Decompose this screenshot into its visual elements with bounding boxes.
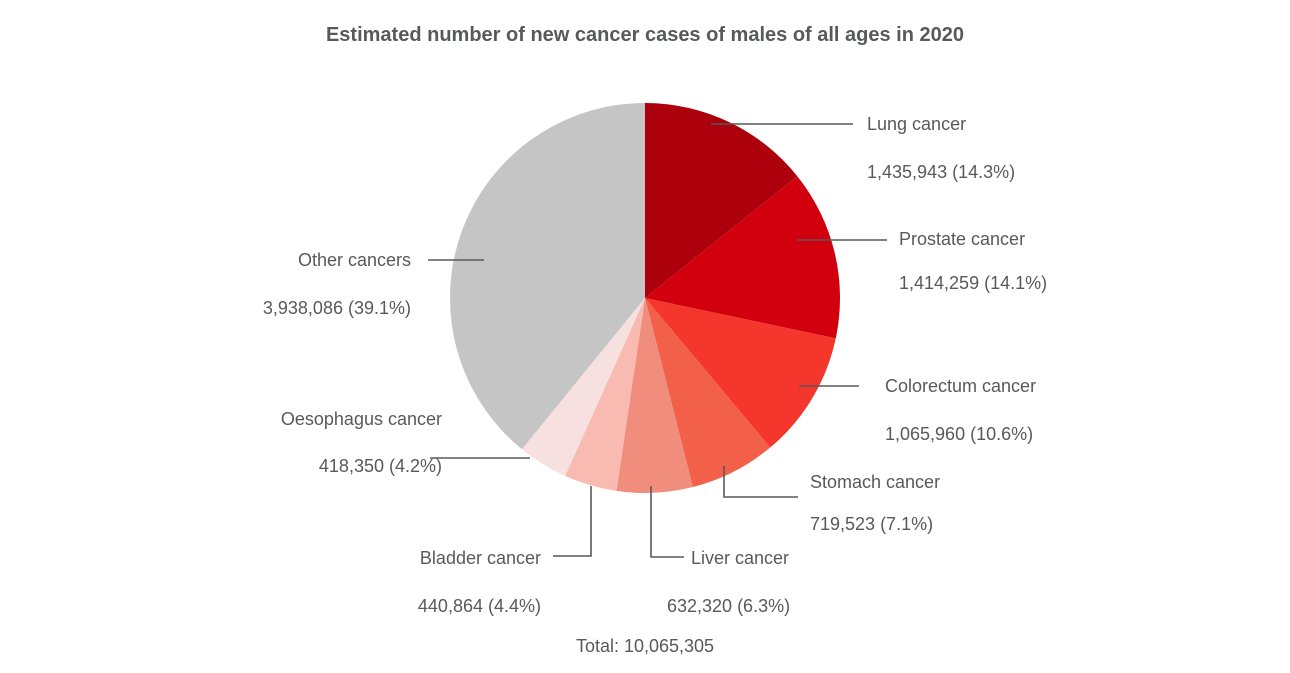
label-oesophagus-value: 418,350 (4.2%) — [319, 456, 442, 476]
pie-slice-colorectum-cancer — [645, 298, 836, 448]
pie-slice-other-cancers — [450, 103, 645, 450]
label-other-name: Other cancers — [298, 250, 411, 270]
label-liver-name: Liver cancer — [691, 548, 789, 568]
pie-slice-bladder-cancer — [565, 298, 645, 491]
leader-line-stomach — [723, 466, 798, 498]
label-bladder-name: Bladder cancer — [420, 548, 541, 568]
label-stomach-name: Stomach cancer — [810, 472, 940, 492]
label-lung-name: Lung cancer — [867, 114, 966, 134]
leader-lines — [428, 123, 887, 558]
total-label: Total: 10,065,305 — [576, 636, 714, 656]
label-other-value: 3,938,086 (39.1%) — [263, 298, 411, 318]
pie-slice-liver-cancer — [616, 298, 693, 493]
label-colorectum-name: Colorectum cancer — [885, 376, 1036, 396]
label-stomach-value: 719,523 (7.1%) — [810, 514, 933, 534]
label-colorectum-value: 1,065,960 (10.6%) — [885, 424, 1033, 444]
pie-slices — [450, 103, 841, 493]
label-prostate-value: 1,414,259 (14.1%) — [899, 273, 1047, 293]
label-prostate-name: Prostate cancer — [899, 229, 1025, 249]
leader-line-liver — [650, 486, 684, 558]
label-bladder-value: 440,864 (4.4%) — [418, 596, 541, 616]
label-oesophagus-name: Oesophagus cancer — [281, 409, 442, 429]
slice-labels: Lung cancer 1,435,943 (14.3%) Prostate c… — [263, 114, 1047, 616]
pie-slice-stomach-cancer — [645, 298, 771, 488]
pie-slice-oesophagus-cancer — [521, 298, 645, 476]
label-lung-value: 1,435,943 (14.3%) — [867, 162, 1015, 182]
chart-title: Estimated number of new cancer cases of … — [326, 24, 964, 46]
pie-slice-lung-cancer — [645, 103, 798, 298]
label-liver-value: 632,320 (6.3%) — [667, 596, 790, 616]
leader-line-bladder — [553, 486, 592, 557]
pie-slice-prostate-cancer — [645, 176, 841, 339]
